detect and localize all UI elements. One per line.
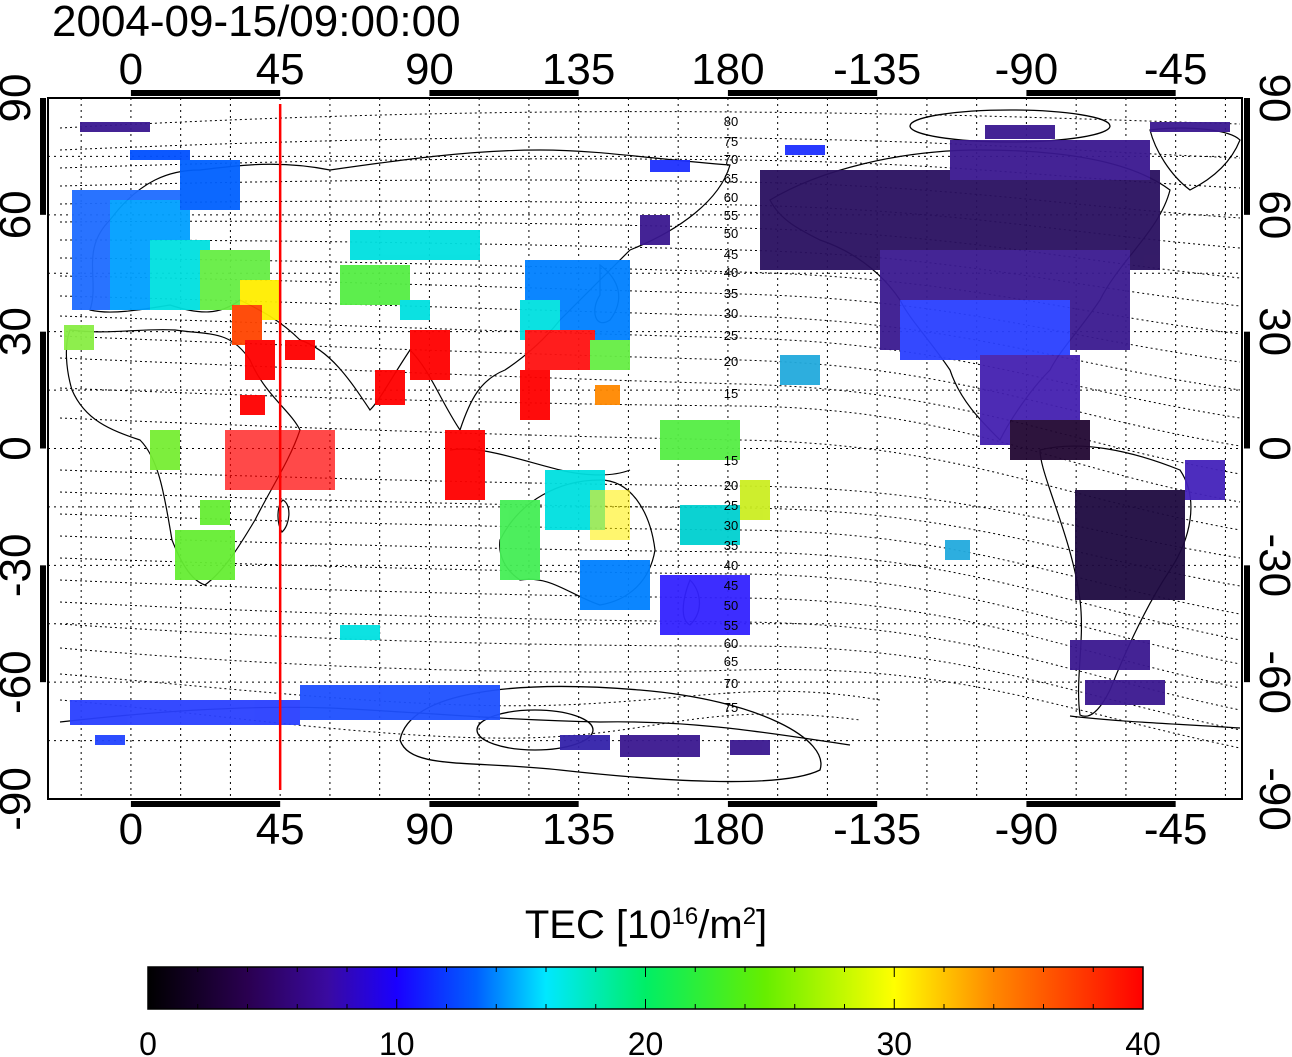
- contour-label: 20: [724, 354, 738, 369]
- axis-bar-bottom: [1026, 801, 1176, 807]
- contour-label: 60: [724, 636, 738, 651]
- colorbar-title-main: TEC [10: [524, 903, 672, 947]
- x-tick-label-top: 135: [542, 45, 615, 94]
- y-tick-label-left: -60: [0, 650, 40, 714]
- contour-label: 15: [724, 453, 738, 468]
- y-tick-label-right: -60: [1250, 650, 1292, 714]
- x-tick-label-top: 90: [405, 45, 454, 94]
- y-tick-label-right: 60: [1250, 190, 1292, 239]
- contour-label: 50: [724, 226, 738, 241]
- contour-labels: 80 75 70 65 60 55 50 45 40 35 30 25 20 15 15 20 25 30 35 40…: [724, 114, 738, 715]
- y-tick-label-left: -90: [0, 767, 40, 831]
- x-tick-label-bottom: 90: [405, 805, 454, 854]
- axis-bar-right: [1244, 98, 1250, 215]
- y-tick-label-right: 90: [1250, 74, 1292, 123]
- y-tick-label-left: 90: [0, 74, 40, 123]
- y-tick-label-left: 60: [0, 190, 40, 239]
- colorbar-tick-label: 30: [876, 1026, 912, 1057]
- colorbar-tick-label: 40: [1125, 1026, 1161, 1057]
- contour-label: 25: [724, 328, 738, 343]
- axis-bar-bottom: [429, 801, 579, 807]
- axis-bar-top: [727, 90, 878, 96]
- tec-data: [64, 122, 1230, 757]
- contour-label: 25: [724, 498, 738, 513]
- x-tick-label-bottom: 135: [542, 805, 615, 854]
- y-tick-label-left: 0: [0, 436, 40, 460]
- contour-label: 50: [724, 598, 738, 613]
- y-tick-label-left: 30: [0, 307, 40, 356]
- colorbar-title-exp1: 16: [671, 903, 699, 930]
- contour-label: 60: [724, 190, 738, 205]
- x-tick-label-top: 180: [691, 45, 764, 94]
- contour-label: 35: [724, 286, 738, 301]
- colorbar-tick-label: 10: [379, 1026, 415, 1057]
- contour-label: 55: [724, 208, 738, 223]
- axis-bars: [40, 90, 1250, 807]
- y-tick-label-left: -30: [0, 534, 40, 598]
- x-ticks-bottom: 0 45 90 135 180 -135 -90 -45: [119, 805, 1208, 854]
- y-tick-label-right: -30: [1250, 534, 1292, 598]
- x-tick-label-bottom: 180: [691, 805, 764, 854]
- axis-bar-left: [40, 331, 46, 449]
- x-tick-label-bottom: 0: [119, 805, 143, 854]
- contour-label: 30: [724, 518, 738, 533]
- contour-label: 40: [724, 265, 738, 280]
- x-tick-label-bottom: -135: [833, 805, 921, 854]
- x-tick-label-top: -45: [1144, 45, 1208, 94]
- colorbar-tick-label: 0: [139, 1026, 157, 1057]
- x-tick-label-bottom: 45: [256, 805, 305, 854]
- map-title: 2004-09-15/09:00:00: [52, 0, 461, 46]
- contour-label: 40: [724, 558, 738, 573]
- contour-label: 75: [724, 134, 738, 149]
- contour-label: 30: [724, 306, 738, 321]
- axis-bar-top: [130, 90, 281, 96]
- x-tick-label-top: -135: [833, 45, 921, 94]
- contour-label: 20: [724, 478, 738, 493]
- x-tick-label-top: 0: [119, 45, 143, 94]
- contour-label: 80: [724, 114, 738, 129]
- y-ticks-left: 90 60 30 0 -30 -60 -90: [0, 74, 40, 831]
- colorbar-title-exp2: 2: [742, 903, 757, 930]
- x-tick-label-bottom: -45: [1144, 805, 1208, 854]
- contour-label: 65: [724, 654, 738, 669]
- x-tick-label-top: 45: [256, 45, 305, 94]
- contour-label: 65: [724, 171, 738, 186]
- x-tick-label-bottom: -90: [995, 805, 1059, 854]
- colorbar-title: TEC [1016/m2]: [0, 903, 1292, 947]
- axis-bar-right: [1244, 331, 1250, 449]
- y-tick-label-right: 0: [1250, 436, 1292, 460]
- x-ticks-top: 0 45 90 135 180 -135 -90 -45: [119, 45, 1208, 94]
- contour-label: 45: [724, 578, 738, 593]
- contour-label: 55: [724, 618, 738, 633]
- colorbar-title-end: ]: [756, 903, 768, 947]
- axis-bar-bottom: [727, 801, 878, 807]
- contour-label: 35: [724, 538, 738, 553]
- x-tick-label-top: -90: [995, 45, 1059, 94]
- contour-label: 70: [724, 676, 738, 691]
- axis-bar-left: [40, 565, 46, 683]
- colorbar-ticks: 0 10 20 30 40: [139, 967, 1161, 1057]
- contour-label: 15: [724, 386, 738, 401]
- colorbar-title-mid: /m: [698, 903, 743, 947]
- axis-bar-top: [429, 90, 579, 96]
- y-tick-label-right: 30: [1250, 307, 1292, 356]
- axis-bar-left: [40, 98, 46, 215]
- y-ticks-right: 90 60 30 0 -30 -60 -90: [1250, 74, 1292, 831]
- axis-bar-bottom: [130, 801, 281, 807]
- contour-label: 70: [724, 152, 738, 167]
- contour-label: 45: [724, 247, 738, 262]
- axis-bar-top: [1026, 90, 1176, 96]
- y-tick-label-right: -90: [1250, 767, 1292, 831]
- colorbar-tick-label: 20: [628, 1026, 664, 1057]
- axis-bar-right: [1244, 565, 1250, 683]
- contour-label: 75: [724, 700, 738, 715]
